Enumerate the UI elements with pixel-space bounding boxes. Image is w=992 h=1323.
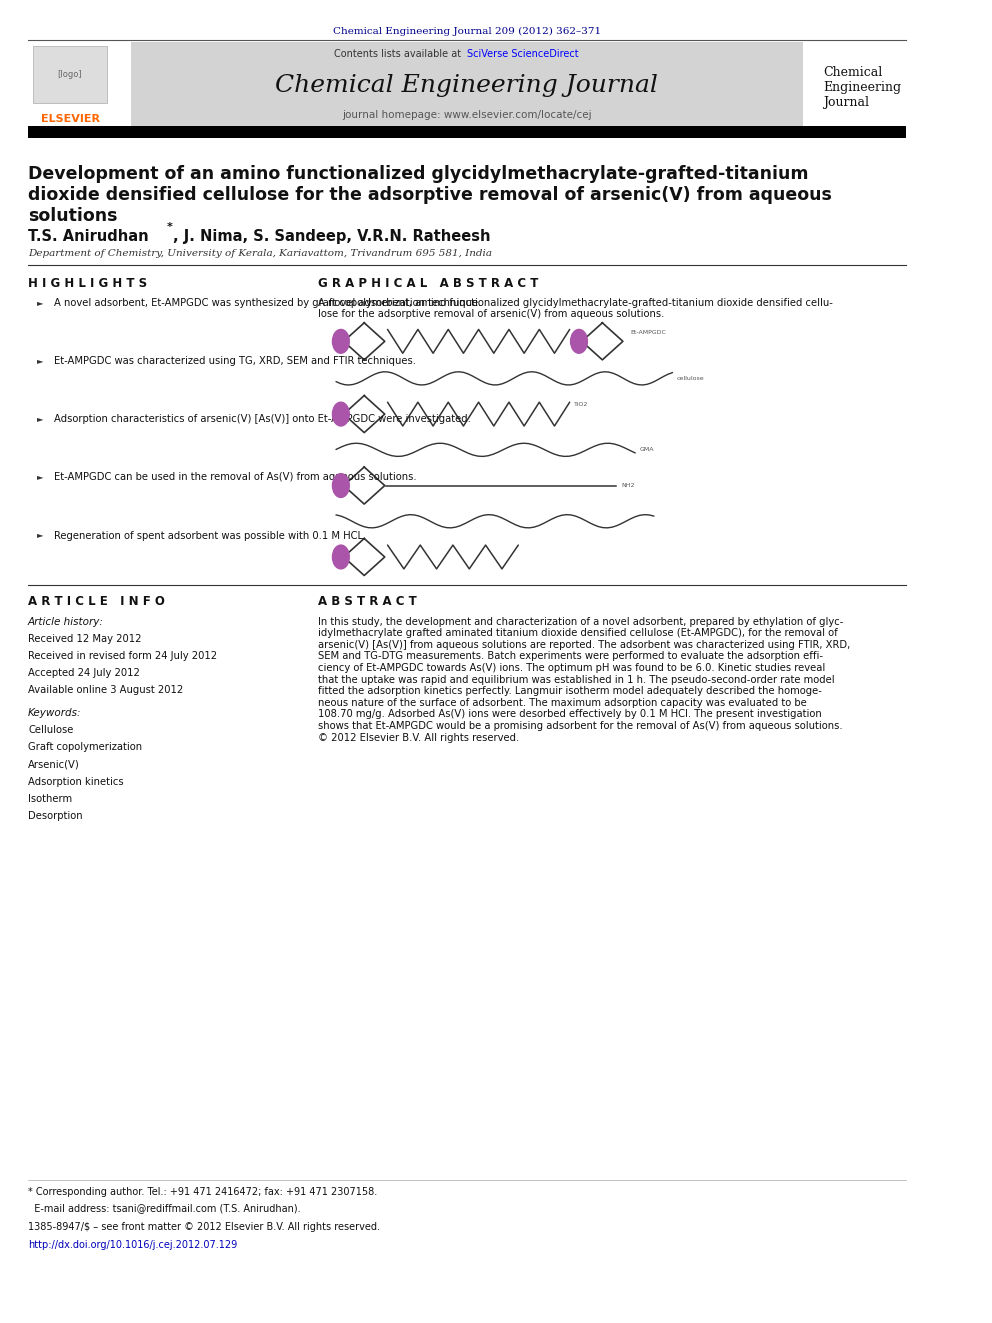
Text: Cellulose: Cellulose [28, 725, 73, 736]
Text: A novel adsorbent, amino functionalized glycidylmethacrylate-grafted-titanium di: A novel adsorbent, amino functionalized … [317, 298, 832, 319]
Text: 1385-8947/$ – see front matter © 2012 Elsevier B.V. All rights reserved.: 1385-8947/$ – see front matter © 2012 El… [28, 1222, 380, 1233]
Circle shape [332, 474, 349, 497]
Text: T.S. Anirudhan: T.S. Anirudhan [28, 229, 154, 243]
Text: Et-AMPGDC can be used in the removal of As(V) from aqueous solutions.: Et-AMPGDC can be used in the removal of … [55, 472, 417, 483]
Text: Et-AMPGDC: Et-AMPGDC [630, 329, 667, 335]
Bar [28, 126, 906, 138]
Circle shape [332, 545, 349, 569]
Text: Available online 3 August 2012: Available online 3 August 2012 [28, 685, 184, 696]
Text: Development of an amino functionalized glycidylmethacrylate-grafted-titanium
dio: Development of an amino functionalized g… [28, 165, 832, 225]
Text: A R T I C L E   I N F O: A R T I C L E I N F O [28, 595, 165, 609]
Text: Chemical
Engineering
Journal: Chemical Engineering Journal [823, 66, 901, 108]
Circle shape [332, 402, 349, 426]
Text: Accepted 24 July 2012: Accepted 24 July 2012 [28, 668, 140, 679]
Text: Chemical Engineering Journal: Chemical Engineering Journal [276, 74, 659, 98]
Text: Desorption: Desorption [28, 811, 82, 822]
Text: Keywords:: Keywords: [28, 708, 81, 718]
Text: Graft copolymerization: Graft copolymerization [28, 742, 142, 753]
Text: H I G H L I G H T S: H I G H L I G H T S [28, 277, 147, 290]
Text: Received in revised form 24 July 2012: Received in revised form 24 July 2012 [28, 651, 217, 662]
Text: Regeneration of spent adsorbent was possible with 0.1 M HCL: Regeneration of spent adsorbent was poss… [55, 531, 363, 541]
Text: GMA: GMA [640, 447, 654, 452]
Text: http://dx.doi.org/10.1016/j.cej.2012.07.129: http://dx.doi.org/10.1016/j.cej.2012.07.… [28, 1240, 237, 1250]
Text: In this study, the development and characterization of a novel adsorbent, prepar: In this study, the development and chara… [317, 617, 850, 742]
Text: Received 12 May 2012: Received 12 May 2012 [28, 634, 142, 644]
Text: ELSEVIER: ELSEVIER [41, 114, 99, 124]
Text: ►: ► [38, 414, 44, 423]
Text: G R A P H I C A L   A B S T R A C T: G R A P H I C A L A B S T R A C T [317, 277, 538, 290]
Text: ►: ► [38, 472, 44, 482]
Text: , J. Nima, S. Sandeep, V.R.N. Ratheesh: , J. Nima, S. Sandeep, V.R.N. Ratheesh [173, 229, 490, 243]
Text: *: * [167, 222, 172, 233]
Text: A B S T R A C T: A B S T R A C T [317, 595, 417, 609]
Text: Arsenic(V): Arsenic(V) [28, 759, 79, 770]
Text: A novel adsorbent, Et-AMPGDC was synthesized by graft copolymerization technique: A novel adsorbent, Et-AMPGDC was synthes… [55, 298, 481, 308]
Text: TiO2: TiO2 [574, 402, 588, 407]
Text: Chemical Engineering Journal 209 (2012) 362–371: Chemical Engineering Journal 209 (2012) … [333, 28, 601, 36]
Text: journal homepage: www.elsevier.com/locate/cej: journal homepage: www.elsevier.com/locat… [342, 110, 592, 120]
Bar [33, 46, 107, 103]
Text: Adsorption characteristics of arsenic(V) [As(V)] onto Et-AMPGDC were investigate: Adsorption characteristics of arsenic(V)… [55, 414, 471, 425]
Text: SciVerse ScienceDirect: SciVerse ScienceDirect [467, 49, 578, 60]
Text: Et-AMPGDC was characterized using TG, XRD, SEM and FTIR techniques.: Et-AMPGDC was characterized using TG, XR… [55, 356, 417, 366]
Text: E-mail address: tsani@rediffmail.com (T.S. Anirudhan).: E-mail address: tsani@rediffmail.com (T.… [28, 1203, 301, 1213]
Bar [131, 42, 804, 126]
Circle shape [332, 329, 349, 353]
Text: ►: ► [38, 356, 44, 365]
Text: cellulose: cellulose [678, 376, 704, 381]
Circle shape [570, 329, 587, 353]
Text: ►: ► [38, 531, 44, 540]
Text: Department of Chemistry, University of Kerala, Kariavattom, Trivandrum 695 581, : Department of Chemistry, University of K… [28, 249, 492, 258]
Text: Adsorption kinetics: Adsorption kinetics [28, 777, 124, 787]
Text: Contents lists available at: Contents lists available at [334, 49, 464, 60]
Text: NH2: NH2 [621, 483, 635, 488]
Text: Article history:: Article history: [28, 617, 104, 627]
Text: Isotherm: Isotherm [28, 794, 72, 804]
Text: [logo]: [logo] [58, 70, 82, 78]
Text: ►: ► [38, 298, 44, 307]
Text: * Corresponding author. Tel.: +91 471 2416472; fax: +91 471 2307158.: * Corresponding author. Tel.: +91 471 24… [28, 1187, 377, 1197]
